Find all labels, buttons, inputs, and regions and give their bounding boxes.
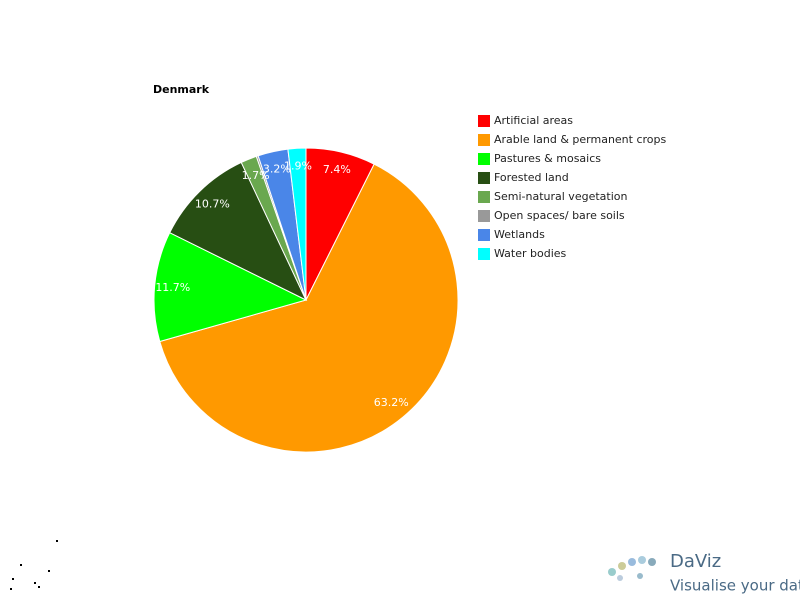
logo-dot xyxy=(648,558,656,566)
qr-cell xyxy=(20,564,22,566)
logo-dot xyxy=(618,562,626,570)
legend-swatch xyxy=(478,153,490,165)
legend-swatch xyxy=(478,210,490,222)
data-label: 1.7% xyxy=(242,169,270,182)
data-label: 10.7% xyxy=(195,198,230,211)
chart-title: Denmark xyxy=(153,83,210,96)
logo-dot xyxy=(628,558,636,566)
legend-swatch xyxy=(478,172,490,184)
logo-dot xyxy=(637,573,643,579)
legend-label: Open spaces/ bare soils xyxy=(494,209,625,222)
qr-cell xyxy=(34,582,36,584)
logo: DaViz Visualise your data xyxy=(608,551,800,595)
data-label: 7.4% xyxy=(323,163,351,176)
legend-label: Artificial areas xyxy=(494,114,573,127)
legend-label: Forested land xyxy=(494,171,569,184)
logo-dot xyxy=(608,568,616,576)
legend-swatch xyxy=(478,134,490,146)
pie-slice xyxy=(153,232,308,343)
qr-cell xyxy=(48,570,50,572)
legend-swatch xyxy=(478,191,490,203)
legend-label: Wetlands xyxy=(494,228,545,241)
qr-cell xyxy=(56,540,58,542)
legend-label: Semi-natural vegetation xyxy=(494,190,627,203)
legend-label: Water bodies xyxy=(494,247,567,260)
data-label: 3.2% xyxy=(263,162,291,175)
legend-swatch xyxy=(478,248,490,260)
qr-cell xyxy=(38,586,40,588)
pie-slice xyxy=(159,163,459,453)
qr-cell xyxy=(10,588,12,590)
legend-label: Arable land & permanent crops xyxy=(494,133,667,146)
logo-dot xyxy=(638,556,646,564)
data-label: 11.7% xyxy=(155,281,190,294)
pie-slice xyxy=(287,147,307,301)
legend-swatch xyxy=(478,115,490,127)
logo-dot xyxy=(617,575,623,581)
logo-name: DaViz xyxy=(670,551,721,572)
legend-label: Pastures & mosaics xyxy=(494,152,601,165)
logo-tagline: Visualise your data xyxy=(670,577,800,595)
legend-swatch xyxy=(478,229,490,241)
qr-cell xyxy=(12,578,14,580)
data-label: 63.2% xyxy=(374,396,409,409)
qr-code xyxy=(10,540,58,590)
data-label: 1.9% xyxy=(284,159,312,172)
pie-slice xyxy=(169,161,308,302)
